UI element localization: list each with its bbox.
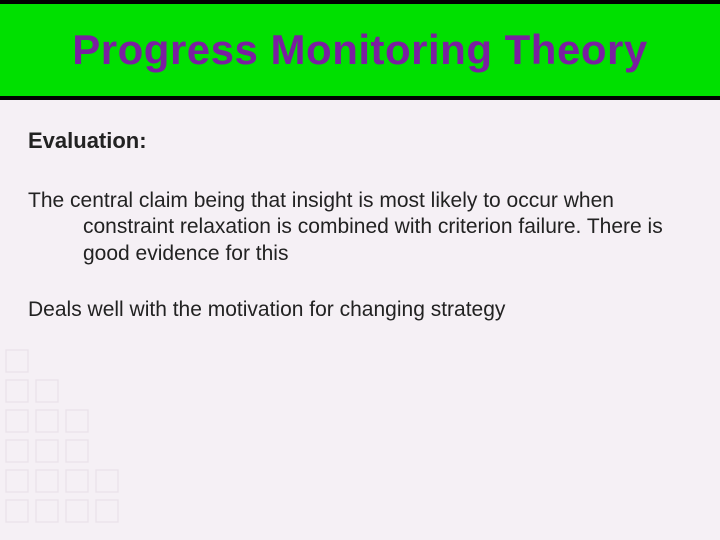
decorative-pattern <box>0 340 140 540</box>
paragraph-1: The central claim being that insight is … <box>28 188 692 267</box>
slide-title: Progress Monitoring Theory <box>72 26 647 74</box>
paragraph-1-text: The central claim being that insight is … <box>28 188 692 267</box>
title-band: Progress Monitoring Theory <box>0 0 720 100</box>
paragraph-2: Deals well with the motivation for chang… <box>28 297 692 323</box>
content-area: Evaluation: The central claim being that… <box>0 100 720 323</box>
subheading: Evaluation: <box>28 128 692 154</box>
